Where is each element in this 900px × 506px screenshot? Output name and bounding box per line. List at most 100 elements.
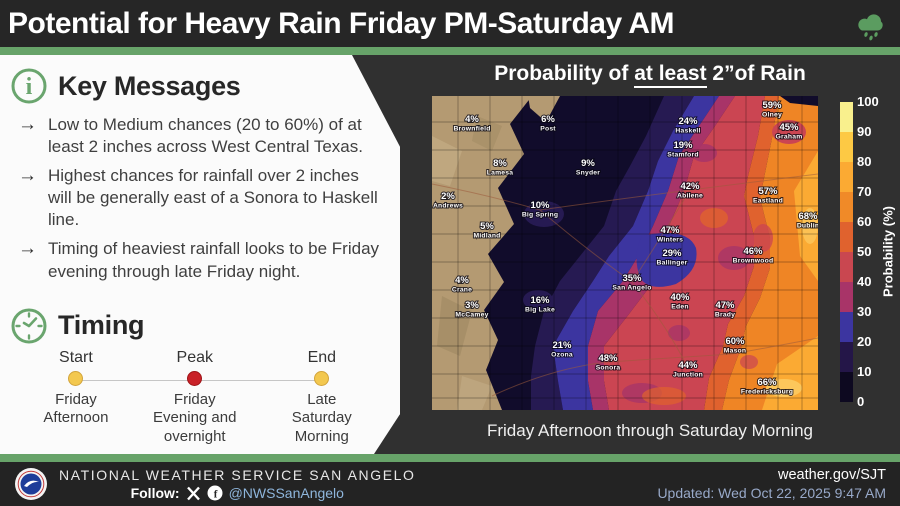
- map-label-san-angelo: 35% San Angelo: [612, 273, 651, 292]
- map-label-dublin: 68% Dublin: [797, 211, 818, 230]
- clock-icon: [10, 307, 48, 345]
- map-label-crane: 4% Crane: [452, 275, 472, 294]
- map-label-post: 6% Post: [540, 114, 556, 133]
- dark-corner: [780, 96, 818, 106]
- magenta-blob: [668, 325, 690, 341]
- county-grid: [432, 96, 818, 410]
- follow-label: Follow:: [130, 485, 180, 501]
- key-message-item: → Low to Medium chances (20 to 60%) of at…: [12, 114, 386, 158]
- milestone-label: End: [307, 348, 337, 366]
- map-caption: Friday Afternoon through Saturday Mornin…: [486, 421, 814, 440]
- map-label-lamesa: 8% Lamesa: [487, 158, 514, 177]
- map-panel-title: Probability of at least 2”of Rain: [400, 62, 900, 88]
- page-title: Potential for Heavy Rain Friday PM-Satur…: [8, 6, 675, 40]
- colorbar-tick-20: 20: [857, 334, 872, 349]
- key-messages-title: Key Messages: [58, 70, 241, 101]
- map-label-mccamey: 3% McCamey: [455, 300, 488, 319]
- colorbar: [840, 102, 853, 402]
- arrow-bullet-icon: →: [18, 165, 37, 187]
- header-bar: Potential for Heavy Rain Friday PM-Satur…: [0, 0, 900, 47]
- red-blob-graham: [772, 120, 806, 144]
- map-label-fredericksburg: 66% Fredericksburg: [741, 377, 793, 396]
- nws-logo: [14, 467, 48, 501]
- map-label-mason: 60% Mason: [724, 336, 747, 355]
- colorbar-tick-100: 100: [857, 94, 879, 109]
- updated-timestamp: Updated: Wed Oct 22, 2025 9:47 AM: [657, 485, 886, 501]
- map-label-snyder: 9% Snyder: [576, 158, 600, 177]
- footer-url[interactable]: weather.gov/SJT: [778, 467, 886, 483]
- colorbar-axis-label: Probability (%): [880, 206, 896, 298]
- timing-timeline: Start Friday Afternoon Peak Friday Evening …: [38, 349, 368, 449]
- milestone-dot: [314, 370, 330, 386]
- milestone-label: Peak: [176, 348, 213, 366]
- key-message-item: → Highest chances for rainfall over 2 inc…: [12, 165, 386, 231]
- colorbar-tick-70: 70: [857, 184, 872, 199]
- terrain-wedge: [528, 96, 560, 122]
- magenta-blob: [718, 246, 750, 270]
- terrain-patch: [437, 296, 472, 356]
- terrain-patch: [457, 376, 492, 410]
- milestone-when: Friday Evening and overnight: [153, 390, 237, 446]
- key-messages-header: i Key Messages: [10, 67, 386, 105]
- bright-spot: [766, 379, 802, 397]
- city-labels: 4% Brownfield 6% Post 8% Lamesa 9% Snyder 2% Andr…: [432, 99, 818, 397]
- svg-text:i: i: [26, 74, 33, 100]
- social-handle[interactable]: @NWSSanAngelo: [228, 485, 344, 501]
- key-message-text: Low to Medium chances (20 to 60%) of at …: [48, 115, 363, 157]
- milestone-when: Friday Afternoon: [43, 390, 109, 427]
- magenta-blob: [691, 144, 717, 162]
- purple-blob: [523, 290, 553, 310]
- timing-header: Timing: [10, 307, 386, 345]
- colorbar-tick-90: 90: [857, 124, 872, 139]
- map-label-big-spring: 10% Big Spring: [522, 200, 558, 219]
- band-20-30: [553, 96, 719, 410]
- colorbar-tick-10: 10: [857, 364, 872, 379]
- key-message-item: → Timing of heaviest rainfall looks to be…: [12, 238, 386, 282]
- rain-cloud-icon: [854, 6, 888, 42]
- timeline-milestone-start: Start Friday Afternoon: [16, 349, 136, 429]
- map-label-junction: 44% Junction: [673, 360, 703, 379]
- colorbar-tick-40: 40: [857, 274, 872, 289]
- red-blob: [740, 355, 758, 369]
- band-50-60: [704, 96, 779, 410]
- footer-org-name: NATIONAL WEATHER SERVICE SAN ANGELO: [59, 467, 416, 483]
- band-30-40: [588, 96, 735, 410]
- x-twitter-icon[interactable]: [186, 486, 201, 501]
- main-area: Probability of at least 2”of Rain: [0, 55, 900, 454]
- blue-blob-ballinger: [636, 232, 697, 287]
- timeline-milestone-end: End Late Saturday Morning: [262, 349, 382, 447]
- underlined-phrase: at least: [634, 62, 707, 88]
- footer-accent-bar: [0, 454, 900, 462]
- map-label-brownfield: 4% Brownfield: [453, 114, 490, 133]
- key-message-text: Timing of heaviest rainfall looks to be …: [48, 239, 380, 281]
- milestone-dot: [68, 370, 84, 386]
- arrow-bullet-icon: →: [18, 114, 37, 135]
- map-label-big-lake: 16% Big Lake: [525, 295, 555, 314]
- map-label-stamford: 19% Stamford: [667, 140, 698, 159]
- colorbar-ticks: 0 10 20 30 40 50 60 70 80 90 100: [857, 94, 891, 409]
- probability-map-panel: Probability of at least 2”of Rain: [0, 55, 900, 454]
- orange-blob: [700, 208, 728, 228]
- footer-bar: NATIONAL WEATHER SERVICE SAN ANGELO Foll…: [0, 462, 900, 506]
- colorbar-tick-30: 30: [857, 304, 872, 319]
- terrain-patch: [472, 116, 502, 151]
- probability-map: 4% Brownfield 6% Post 8% Lamesa 9% Snyder 2% Andr…: [432, 96, 818, 410]
- milestone-dot: [187, 370, 203, 386]
- key-messages-panel: i Key Messages → Low to Medium chances (2…: [0, 55, 400, 454]
- map-label-haskell: 24% Haskell: [675, 116, 700, 135]
- milestone-when: Late Saturday Morning: [291, 390, 352, 446]
- bright-spot: [802, 208, 818, 244]
- orange-blob: [642, 387, 686, 405]
- map-label-ballinger: 29% Ballinger: [657, 248, 688, 267]
- timing-title: Timing: [58, 310, 145, 341]
- facebook-icon[interactable]: f: [207, 485, 223, 501]
- map-label-brownwood: 46% Brownwood: [733, 246, 774, 265]
- info-icon: i: [10, 67, 48, 105]
- terrain-patch: [432, 136, 462, 186]
- svg-text:f: f: [213, 488, 217, 500]
- colorbar-tick-50: 50: [857, 244, 872, 259]
- map-label-graham: 45% Graham: [776, 122, 803, 141]
- map-label-midland: 5% Midland: [473, 221, 500, 240]
- key-messages-list: → Low to Medium chances (20 to 60%) of at…: [12, 114, 386, 283]
